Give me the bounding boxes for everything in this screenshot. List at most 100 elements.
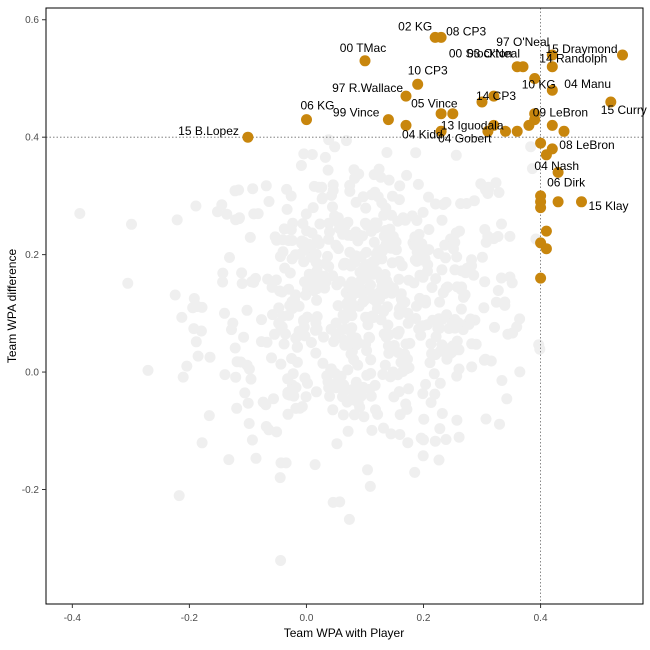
- y-axis-ticks: -0.2 0.0 0.2 0.4 0.6: [22, 15, 46, 496]
- background-point: [453, 431, 465, 443]
- background-point: [410, 147, 422, 159]
- background-point: [298, 244, 310, 256]
- background-point: [511, 321, 523, 333]
- highlighted-point: [500, 125, 511, 137]
- background-point: [379, 359, 391, 371]
- highlighted-point: [529, 108, 541, 120]
- background-point: [217, 276, 229, 288]
- background-point: [393, 194, 405, 206]
- background-point: [501, 393, 513, 405]
- point-label: 02 KG: [398, 19, 432, 33]
- point-label: 06 Dirk: [547, 175, 586, 189]
- background-point: [419, 294, 431, 306]
- background-point: [357, 296, 369, 308]
- point-label: 04 Gobert: [438, 131, 492, 145]
- background-point: [526, 163, 538, 175]
- background-point: [122, 277, 134, 289]
- background-point: [479, 276, 491, 288]
- background-point: [350, 376, 362, 388]
- background-point: [283, 309, 294, 321]
- point-label: 03 O'Neal: [467, 47, 520, 61]
- background-point: [266, 352, 277, 364]
- background-point: [451, 335, 463, 347]
- background-point: [335, 370, 347, 382]
- background-point: [278, 338, 290, 350]
- background-point: [190, 336, 202, 348]
- highlighted-point: [382, 114, 394, 126]
- background-point: [395, 356, 407, 368]
- background-point: [349, 172, 361, 184]
- background-point: [475, 178, 487, 190]
- background-point: [440, 434, 452, 445]
- background-point: [383, 329, 395, 341]
- background-point: [417, 450, 429, 462]
- background-point: [378, 422, 389, 434]
- background-point: [311, 311, 323, 323]
- background-point: [400, 338, 412, 350]
- background-point: [248, 208, 260, 220]
- background-point: [204, 351, 216, 363]
- y-tick-label: 0.2: [25, 250, 39, 261]
- background-point: [373, 287, 385, 299]
- background-point: [430, 198, 441, 210]
- point-label: 97 O'Neal: [496, 35, 549, 49]
- background-point: [368, 236, 380, 248]
- background-point: [263, 196, 275, 207]
- background-point: [386, 209, 397, 221]
- background-point: [455, 303, 467, 315]
- background-point: [417, 388, 429, 400]
- highlighted-point: [552, 196, 564, 208]
- background-points: [74, 134, 546, 566]
- background-point: [378, 306, 390, 318]
- background-point: [362, 311, 374, 323]
- background-point: [403, 362, 415, 374]
- highlighted-point: [535, 137, 547, 149]
- background-point: [440, 282, 452, 294]
- x-tick-label: 0.4: [534, 613, 548, 624]
- background-point: [295, 160, 307, 171]
- point-label: 97 R.Wallace: [332, 81, 403, 95]
- background-point: [292, 341, 303, 353]
- highlighted-point: [576, 196, 587, 208]
- background-point: [324, 390, 336, 402]
- background-point: [383, 174, 395, 186]
- background-point: [346, 276, 358, 288]
- background-point: [417, 206, 429, 218]
- point-labels: 02 KG 08 CP3 97 O'Neal 00 TMac 00 Stockton03…: [178, 19, 647, 212]
- highlighted-point: [447, 108, 459, 120]
- x-axis-ticks: -0.4 -0.2 0.0 0.2 0.4: [64, 604, 548, 624]
- highlighted-point: [546, 84, 558, 96]
- background-point: [480, 236, 492, 248]
- background-point: [337, 409, 349, 421]
- background-point: [247, 183, 259, 195]
- background-point: [279, 262, 291, 274]
- highlighted-point: [517, 61, 529, 73]
- background-point: [338, 385, 350, 397]
- highlighted-point: [546, 49, 558, 61]
- background-point: [364, 383, 376, 395]
- background-point: [372, 191, 384, 203]
- background-point: [373, 163, 385, 175]
- background-point: [394, 180, 406, 192]
- background-point: [448, 243, 459, 255]
- background-point: [192, 350, 204, 362]
- background-point: [344, 185, 356, 197]
- background-point: [384, 223, 396, 235]
- background-point: [466, 361, 478, 373]
- highlighted-point: [435, 31, 447, 43]
- background-point: [236, 267, 248, 279]
- background-point: [227, 317, 239, 329]
- background-point: [394, 409, 406, 421]
- highlighted-point: [558, 125, 570, 137]
- background-point: [401, 169, 413, 181]
- background-point: [308, 285, 320, 297]
- highlighted-point: [488, 90, 500, 102]
- highlighted-point: [301, 114, 312, 126]
- point-label: 04 Manu: [564, 77, 611, 91]
- background-point: [297, 218, 309, 230]
- background-point: [126, 218, 137, 230]
- background-point: [310, 386, 322, 398]
- background-point: [453, 363, 465, 375]
- background-point: [203, 410, 215, 422]
- background-point: [465, 260, 477, 272]
